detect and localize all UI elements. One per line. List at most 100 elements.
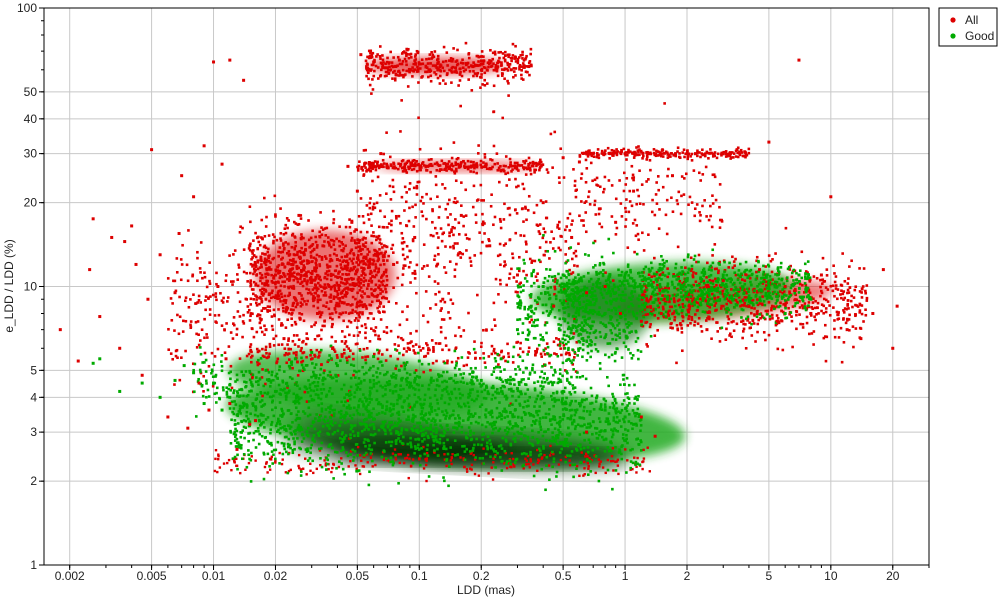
cloud-point (710, 266, 713, 269)
cloud-point (635, 224, 639, 227)
cloud-point (673, 300, 676, 304)
cloud-point (364, 331, 367, 335)
cloud-point (409, 164, 413, 167)
cloud-point (479, 163, 483, 167)
cloud-point (305, 355, 308, 359)
cloud-point (362, 174, 365, 177)
cloud-point (612, 149, 616, 153)
cloud-point (280, 407, 283, 411)
cloud-point (846, 304, 849, 307)
cloud-point (346, 454, 350, 458)
cloud-point (453, 268, 457, 272)
cloud-point (173, 383, 176, 386)
cloud-point (412, 225, 416, 228)
cloud-point (309, 357, 313, 361)
cloud-point (339, 420, 343, 424)
cloud-point (766, 309, 770, 313)
cloud-point (600, 225, 604, 229)
cloud-point (598, 465, 601, 468)
cloud-point (397, 453, 400, 456)
cloud-point (490, 167, 493, 171)
cloud-point (387, 300, 391, 304)
cloud-point (505, 67, 508, 71)
cloud-point (395, 261, 399, 264)
cloud-point (317, 354, 321, 357)
cloud-point (295, 267, 299, 270)
cloud-point (529, 453, 532, 457)
cloud-point (384, 70, 388, 74)
cloud-point (522, 269, 525, 273)
cloud-point (379, 288, 383, 291)
cloud-point (524, 463, 528, 466)
cloud-point (289, 269, 292, 272)
cloud-point (831, 284, 835, 288)
cloud-point (377, 428, 381, 432)
cloud-point (417, 180, 421, 184)
cloud-point (250, 360, 253, 364)
cloud-point (730, 320, 734, 324)
density-blob (228, 350, 487, 416)
cloud-point (580, 219, 583, 222)
cloud-point (416, 428, 419, 432)
cloud-point (437, 252, 440, 256)
cloud-point (291, 302, 295, 305)
cloud-point (494, 277, 498, 281)
cloud-point (840, 289, 843, 293)
cloud-point (372, 258, 375, 262)
cloud-point (594, 455, 598, 458)
cloud-point (824, 335, 827, 338)
cloud-point (239, 412, 242, 415)
cloud-point (567, 434, 571, 437)
cloud-point (251, 265, 254, 268)
cloud-point (265, 268, 269, 272)
cloud-point (305, 332, 309, 335)
cloud-point (572, 418, 576, 422)
cloud-point (543, 453, 546, 457)
cloud-point (500, 350, 503, 354)
cloud-point (363, 303, 366, 306)
cloud-point (459, 335, 463, 338)
cloud-point (480, 67, 484, 71)
cloud-point (427, 275, 431, 278)
cloud-point (465, 447, 468, 451)
cloud-point (300, 346, 303, 350)
cloud-point (419, 199, 423, 203)
cloud-point (267, 247, 270, 251)
cloud-point (287, 279, 291, 282)
cloud-point (380, 276, 383, 279)
cloud-point (614, 197, 618, 201)
cloud-point (467, 409, 471, 412)
cloud-point (850, 259, 853, 263)
cloud-point (447, 311, 450, 314)
cloud-point (397, 214, 401, 218)
cloud-point (385, 162, 389, 166)
cloud-point (518, 67, 521, 71)
cloud-point (616, 150, 619, 153)
cloud-point (653, 213, 657, 217)
cloud-point (553, 280, 557, 283)
cloud-point (344, 290, 348, 294)
cloud-point (283, 428, 286, 431)
cloud-point (329, 278, 333, 282)
cloud-point (348, 251, 352, 255)
cloud-point (485, 162, 488, 166)
cloud-point (355, 326, 359, 329)
cloud-point (343, 396, 346, 400)
cloud-point (486, 61, 490, 64)
cloud-point (377, 337, 380, 341)
cloud-point (320, 363, 323, 367)
cloud-point (464, 404, 467, 408)
cloud-point (645, 151, 648, 154)
cloud-point (564, 253, 567, 256)
cloud-point (553, 352, 556, 355)
cloud-point (252, 335, 256, 339)
cloud-point (284, 471, 288, 474)
cloud-point (411, 418, 415, 422)
cloud-point (268, 468, 272, 471)
cloud-point (427, 75, 430, 79)
cloud-point (189, 320, 193, 323)
cloud-point (711, 254, 714, 257)
cloud-point (306, 433, 309, 437)
cloud-point (443, 479, 446, 483)
cloud-point (738, 153, 742, 157)
